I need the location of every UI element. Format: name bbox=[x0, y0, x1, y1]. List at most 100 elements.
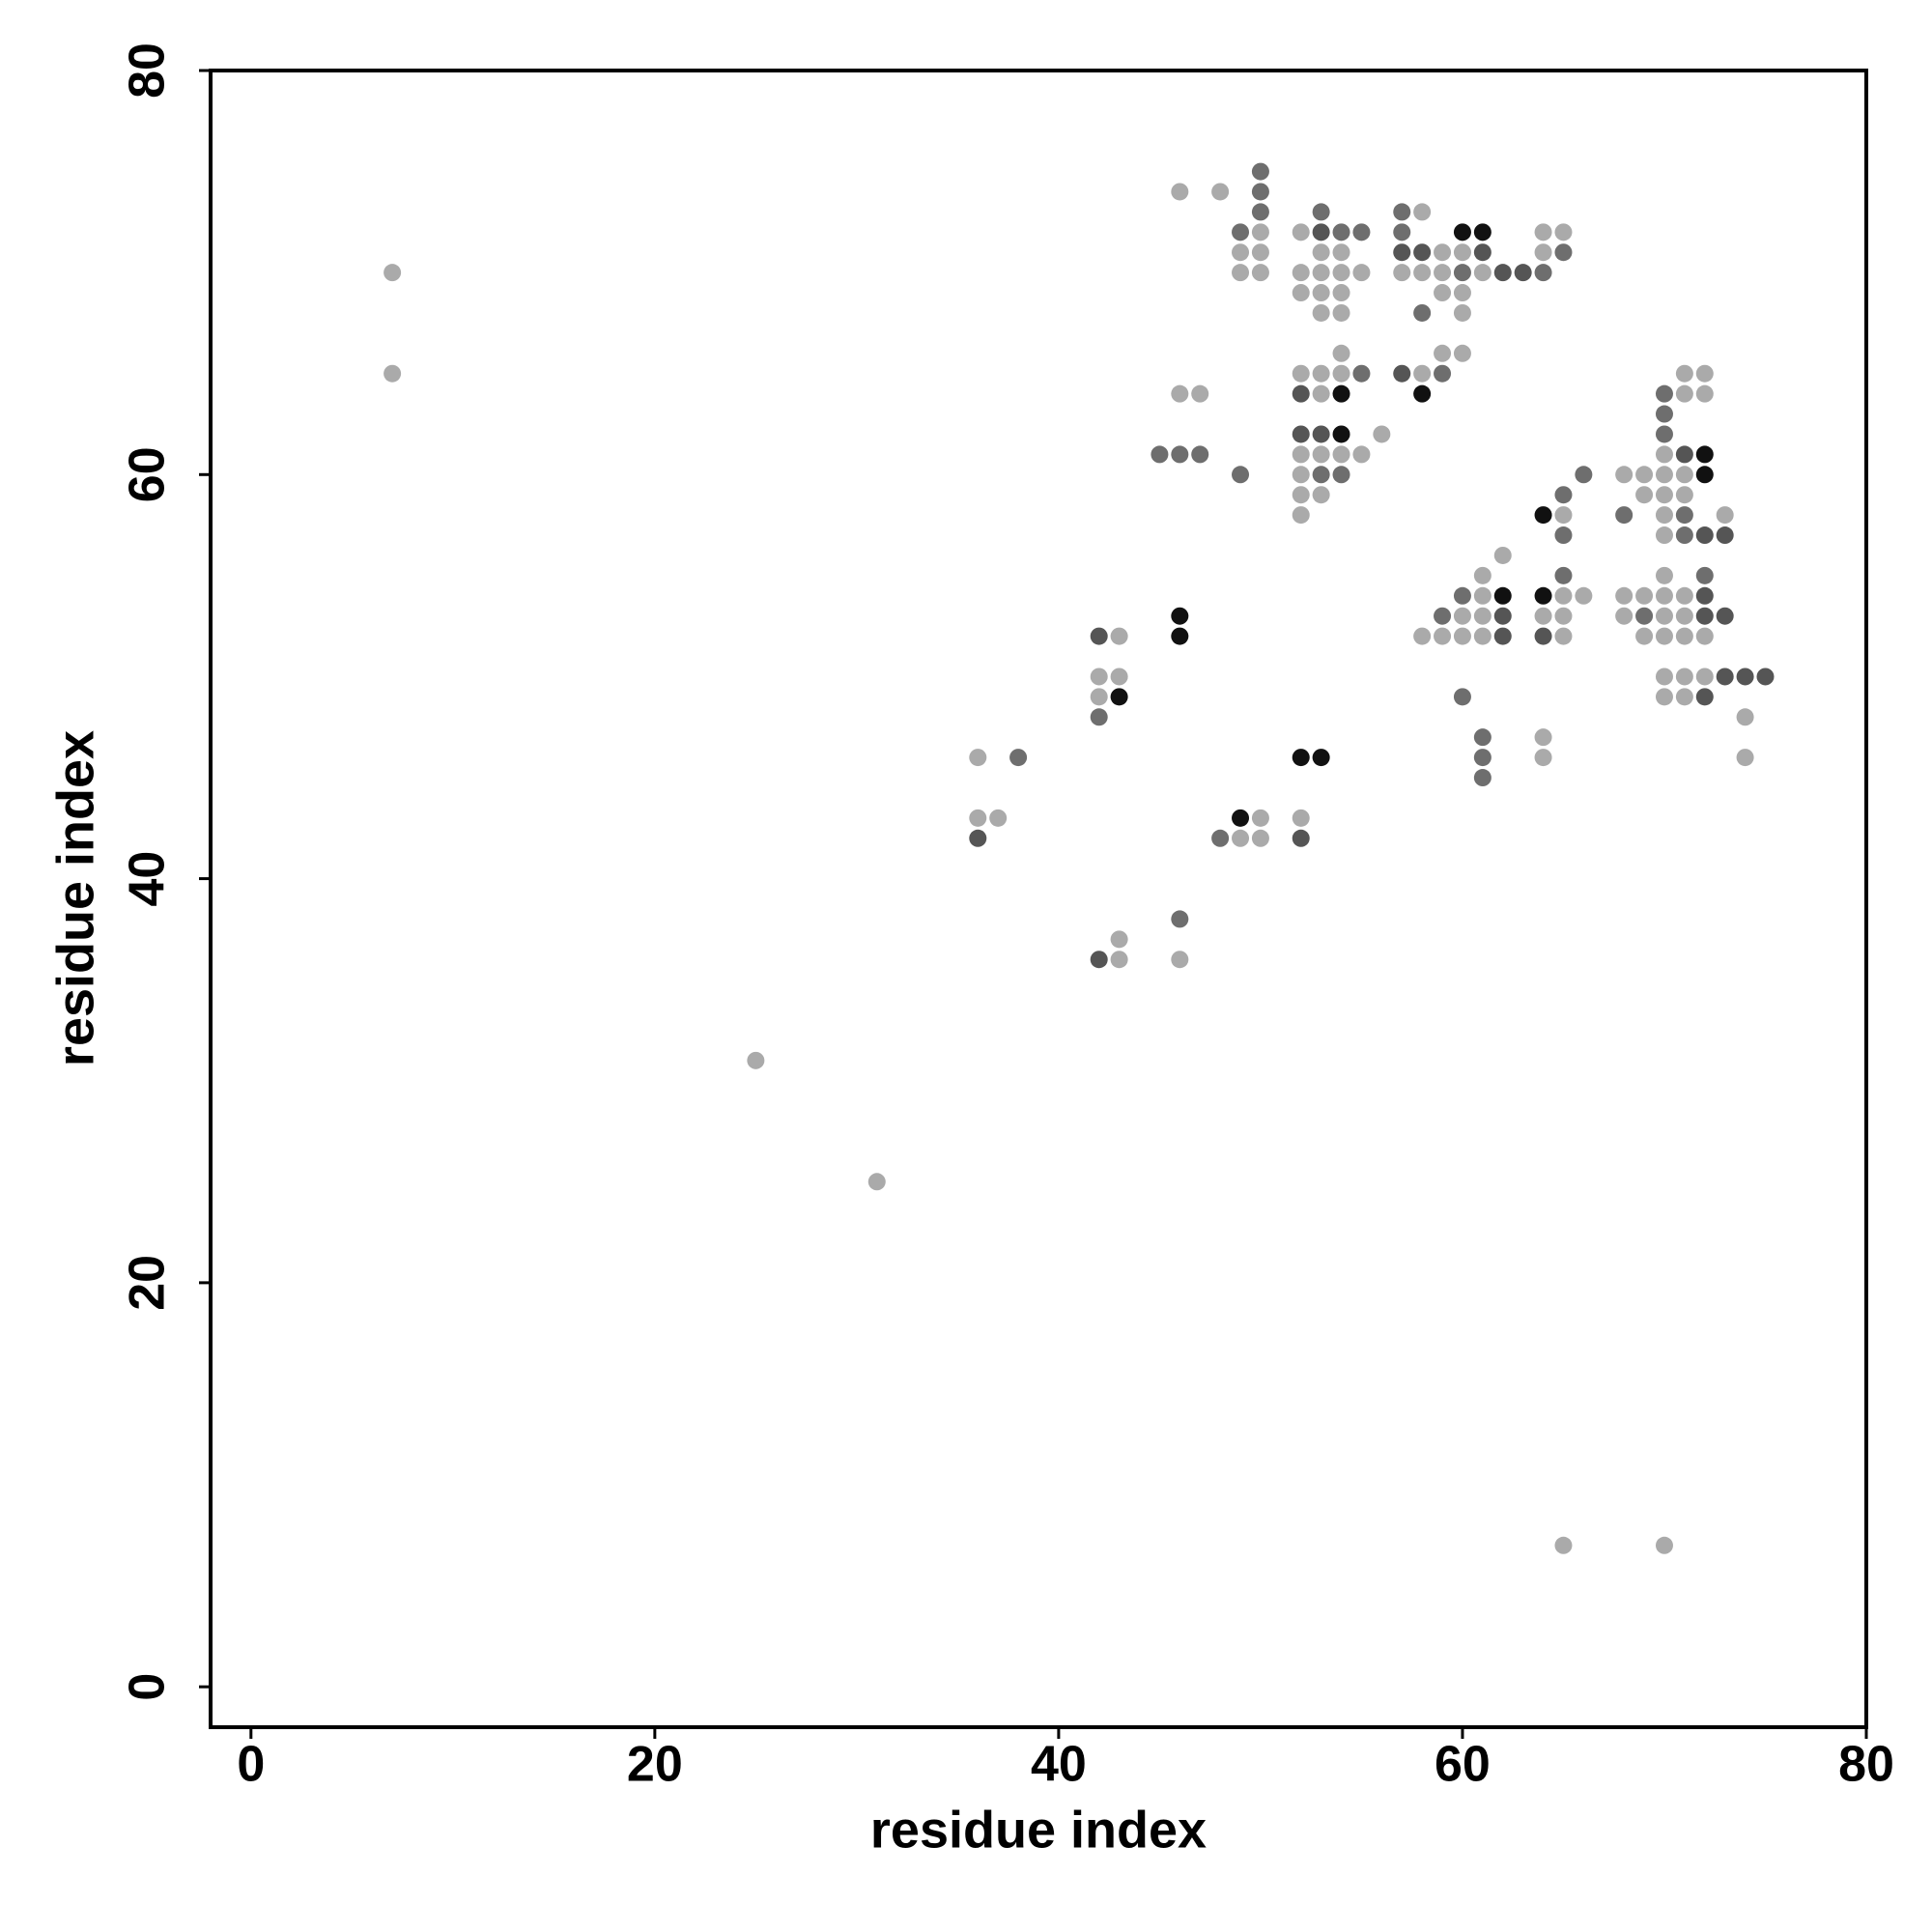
point bbox=[1635, 486, 1654, 504]
point bbox=[1393, 264, 1411, 282]
point bbox=[1191, 384, 1209, 403]
point bbox=[1655, 486, 1673, 504]
point bbox=[1413, 264, 1432, 282]
point bbox=[1352, 445, 1371, 464]
point bbox=[1473, 586, 1492, 605]
point bbox=[1655, 445, 1673, 464]
point bbox=[1473, 223, 1492, 242]
point bbox=[1312, 284, 1330, 302]
point bbox=[1655, 466, 1673, 484]
point bbox=[1232, 829, 1250, 847]
point bbox=[1514, 264, 1532, 282]
point bbox=[1635, 607, 1654, 625]
point bbox=[1232, 466, 1250, 484]
point bbox=[1251, 264, 1269, 282]
point bbox=[1534, 506, 1552, 525]
point bbox=[1332, 344, 1350, 362]
point bbox=[1473, 243, 1492, 262]
point bbox=[1434, 607, 1452, 625]
point bbox=[1716, 526, 1734, 545]
point bbox=[1655, 586, 1673, 605]
point bbox=[1312, 264, 1330, 282]
point bbox=[384, 264, 402, 282]
point bbox=[1554, 506, 1573, 525]
point bbox=[1453, 688, 1471, 706]
point bbox=[1655, 1536, 1673, 1554]
point bbox=[1534, 264, 1552, 282]
point bbox=[1675, 627, 1693, 645]
plot-frame bbox=[209, 69, 1868, 1729]
x-tick-label: 60 bbox=[1435, 1737, 1491, 1793]
point bbox=[1171, 607, 1189, 625]
point bbox=[1352, 364, 1371, 383]
point bbox=[1251, 223, 1269, 242]
point bbox=[1675, 506, 1693, 525]
point bbox=[1232, 264, 1250, 282]
point bbox=[1211, 183, 1230, 201]
point bbox=[1312, 223, 1330, 242]
point bbox=[1251, 243, 1269, 262]
point bbox=[1635, 627, 1654, 645]
point bbox=[1554, 243, 1573, 262]
point bbox=[1695, 668, 1714, 686]
point bbox=[1312, 243, 1330, 262]
point bbox=[1675, 586, 1693, 605]
point bbox=[1473, 607, 1492, 625]
point bbox=[1292, 486, 1310, 504]
point bbox=[1373, 425, 1391, 443]
point bbox=[1473, 749, 1492, 767]
y-tick-label: 20 bbox=[120, 1255, 176, 1311]
point bbox=[1312, 303, 1330, 322]
point bbox=[867, 1173, 886, 1191]
point bbox=[1090, 708, 1108, 726]
y-axis-label: residue index bbox=[46, 730, 104, 1066]
point bbox=[1292, 384, 1310, 403]
y-tick-label: 40 bbox=[120, 851, 176, 907]
point bbox=[1434, 243, 1452, 262]
point bbox=[1655, 506, 1673, 525]
point bbox=[1473, 264, 1492, 282]
y-tick-label: 80 bbox=[120, 43, 176, 99]
point bbox=[1453, 303, 1471, 322]
x-tick-label: 20 bbox=[627, 1737, 683, 1793]
point bbox=[1655, 384, 1673, 403]
point bbox=[1534, 223, 1552, 242]
point bbox=[1232, 243, 1250, 262]
point bbox=[1171, 627, 1189, 645]
point bbox=[989, 809, 1008, 827]
point bbox=[1332, 303, 1350, 322]
point bbox=[1615, 607, 1634, 625]
point bbox=[1171, 445, 1189, 464]
point bbox=[1332, 364, 1350, 383]
point bbox=[1332, 223, 1350, 242]
point bbox=[1232, 809, 1250, 827]
point bbox=[1171, 951, 1189, 969]
point bbox=[1695, 466, 1714, 484]
point bbox=[1473, 566, 1492, 584]
point bbox=[1110, 930, 1128, 949]
point bbox=[1413, 384, 1432, 403]
point bbox=[1292, 364, 1310, 383]
point bbox=[1655, 627, 1673, 645]
point bbox=[384, 364, 402, 383]
x-tick-label: 80 bbox=[1838, 1737, 1894, 1793]
point bbox=[1716, 506, 1734, 525]
point bbox=[1292, 749, 1310, 767]
point bbox=[1554, 566, 1573, 584]
point bbox=[1171, 384, 1189, 403]
point bbox=[1675, 486, 1693, 504]
point bbox=[1251, 162, 1269, 181]
point bbox=[1655, 425, 1673, 443]
point bbox=[1534, 586, 1552, 605]
point bbox=[1453, 284, 1471, 302]
point bbox=[1473, 728, 1492, 747]
point bbox=[1575, 466, 1593, 484]
point bbox=[1171, 910, 1189, 928]
point bbox=[1332, 264, 1350, 282]
point bbox=[1554, 1536, 1573, 1554]
point bbox=[1413, 203, 1432, 221]
point bbox=[1232, 223, 1250, 242]
point bbox=[1110, 951, 1128, 969]
point bbox=[1332, 284, 1350, 302]
point bbox=[1695, 688, 1714, 706]
